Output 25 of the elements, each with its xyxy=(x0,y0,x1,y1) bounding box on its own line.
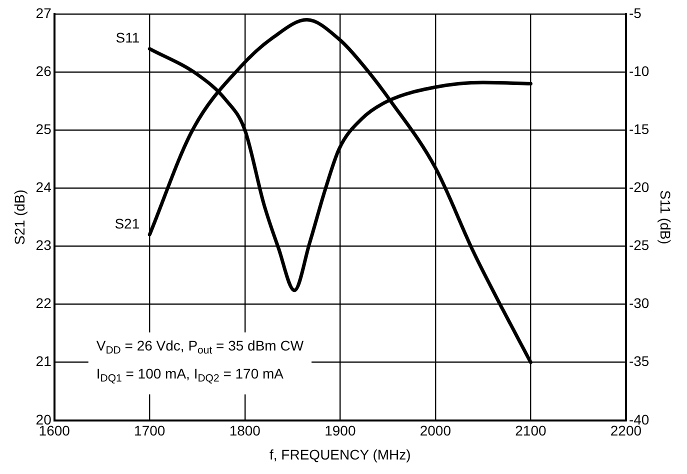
series-label: S11 xyxy=(116,30,140,46)
x-tick-label: 1700 xyxy=(134,422,166,439)
x-tick-label: 1900 xyxy=(324,422,356,439)
y2-tick-label: -20 xyxy=(628,179,650,196)
x-tick-label: 2000 xyxy=(420,422,452,439)
x-tick-label: 1800 xyxy=(229,422,261,439)
y2-tick-label: -35 xyxy=(628,353,650,370)
y-tick-label: 21 xyxy=(36,353,52,370)
y2-tick-label: -10 xyxy=(628,62,650,79)
y2-tick-label: -5 xyxy=(628,4,642,21)
y2-axis-title: S11 (dB) xyxy=(658,190,674,244)
y2-tick-label: -25 xyxy=(628,237,650,254)
y-tick-label: 25 xyxy=(36,120,52,137)
x-tick-label: 2100 xyxy=(515,422,546,439)
x-axis-title: f, FREQUENCY (MHz) xyxy=(270,446,411,462)
y-tick-label: 27 xyxy=(36,4,52,21)
y-tick-label: 22 xyxy=(36,295,52,312)
y2-tick-label: -30 xyxy=(628,295,650,312)
y-tick-label: 20 xyxy=(36,411,52,428)
y-tick-label: 23 xyxy=(36,237,52,254)
y-axis-title: S21 (dB) xyxy=(11,190,28,245)
y-tick-label: 26 xyxy=(36,62,52,79)
series-label: S21 xyxy=(114,215,140,232)
y-tick-label: 24 xyxy=(36,179,52,196)
y2-tick-label: -15 xyxy=(628,120,650,137)
